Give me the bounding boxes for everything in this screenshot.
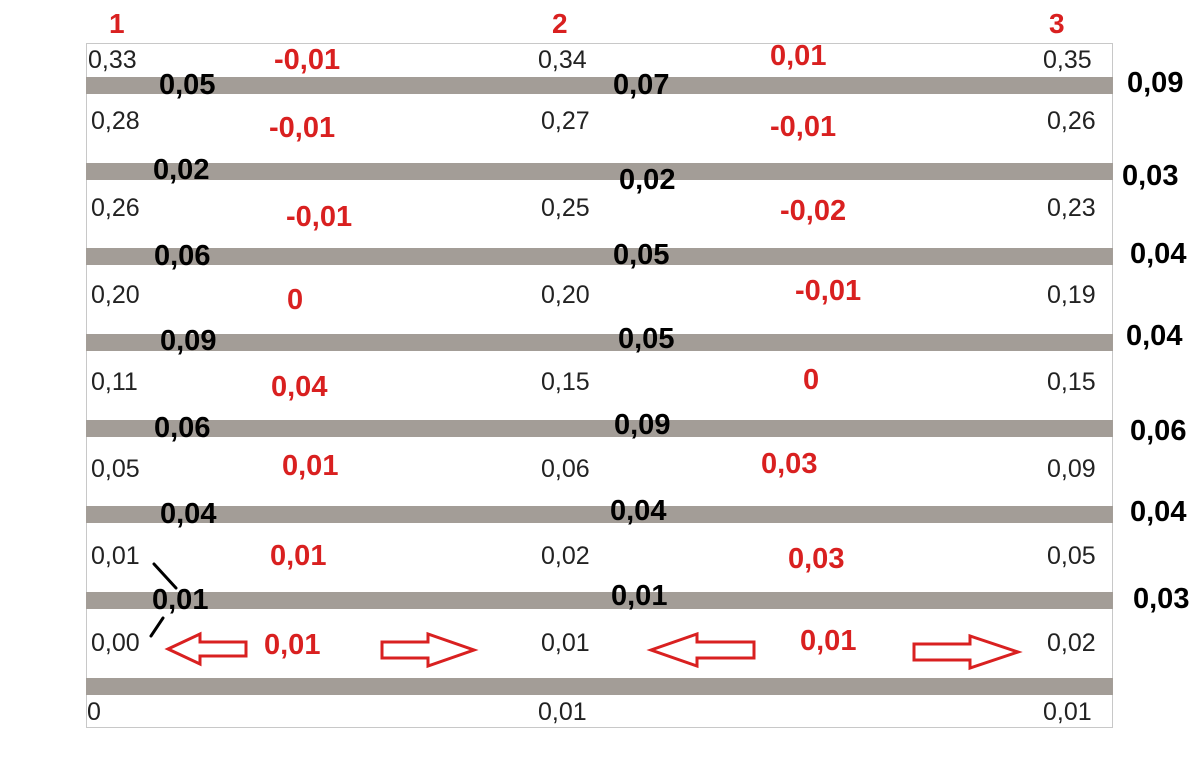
band-value-b6-c1: 0,04 [160, 498, 217, 530]
band-5 [86, 420, 1113, 437]
difference-r7-g2: 0,03 [788, 543, 845, 575]
difference-r3-g2: -0,02 [780, 195, 847, 227]
difference-r3-g1: -0,01 [286, 201, 353, 233]
value-r3-c1: 0,26 [91, 194, 140, 222]
value-r2-c2: 0,27 [541, 107, 590, 135]
value-r5-c1: 0,11 [91, 368, 138, 396]
band-value-b5-c1: 0,06 [154, 412, 211, 444]
band-6 [86, 506, 1113, 523]
value-r4-c2: 0,20 [541, 281, 590, 309]
value-r7-c3: 0,05 [1047, 542, 1096, 570]
difference-r5-g1: 0,04 [271, 371, 328, 403]
value-r4-c3: 0,19 [1047, 281, 1096, 309]
column-label-3: 3 [1049, 8, 1065, 39]
difference-r5-g2: 0 [803, 364, 820, 396]
band-8 [86, 678, 1113, 695]
value-r2-c1: 0,28 [91, 107, 140, 135]
difference-r4-g1: 0 [287, 284, 304, 316]
value-r2-c3: 0,26 [1047, 107, 1096, 135]
value-r8-c3: 0,02 [1047, 629, 1096, 657]
difference-r1-g1: -0,01 [274, 44, 341, 76]
difference-r1-g2: 0,01 [770, 40, 827, 72]
value-r1-c1: 0,33 [88, 46, 137, 74]
band-value-b1-c2: 0,07 [613, 69, 670, 101]
band-value-b7-c3: 0,03 [1133, 583, 1190, 615]
value-r7-c2: 0,02 [541, 542, 590, 570]
value-r8-c2: 0,01 [541, 629, 590, 657]
diagram-frame [86, 43, 1113, 728]
band-4 [86, 334, 1113, 351]
value-r5-c2: 0,15 [541, 368, 590, 396]
band-3 [86, 248, 1113, 265]
band-value-b5-c2: 0,09 [614, 409, 671, 441]
band-value-b1-c3: 0,09 [1127, 67, 1184, 99]
band-value-b3-c2: 0,05 [613, 239, 670, 271]
band-value-b7-c1: 0,01 [152, 584, 209, 616]
band-value-b1-c1: 0,05 [159, 69, 216, 101]
band-value-b3-c3: 0,04 [1130, 238, 1187, 270]
difference-r7-g1: 0,01 [270, 540, 327, 572]
difference-r8-g1: 0,01 [264, 629, 321, 661]
value-r6-c2: 0,06 [541, 455, 590, 483]
value-r8-c1: 0,00 [91, 629, 140, 657]
value-r1-c2: 0,34 [538, 46, 587, 74]
value-r9-c3: 0,01 [1043, 698, 1092, 726]
difference-r2-g1: -0,01 [269, 112, 336, 144]
band-value-b4-c2: 0,05 [618, 323, 675, 355]
difference-r8-g2: 0,01 [800, 625, 857, 657]
band-value-b7-c2: 0,01 [611, 580, 668, 612]
value-r7-c1: 0,01 [91, 542, 140, 570]
value-r5-c3: 0,15 [1047, 368, 1096, 396]
value-r9-c2: 0,01 [538, 698, 587, 726]
difference-r6-g2: 0,03 [761, 448, 818, 480]
value-r3-c2: 0,25 [541, 194, 590, 222]
band-value-b2-c2: 0,02 [619, 164, 676, 196]
difference-r6-g1: 0,01 [282, 450, 339, 482]
value-r6-c1: 0,05 [91, 455, 140, 483]
band-value-b2-c1: 0,02 [153, 154, 210, 186]
band-value-b4-c1: 0,09 [160, 325, 217, 357]
band-1 [86, 77, 1113, 94]
band-value-b5-c3: 0,06 [1130, 415, 1187, 447]
value-r9-c1: 0 [87, 698, 101, 726]
band-value-b6-c2: 0,04 [610, 495, 667, 527]
value-r6-c3: 0,09 [1047, 455, 1096, 483]
difference-r2-g2: -0,01 [770, 111, 837, 143]
band-value-b6-c3: 0,04 [1130, 496, 1187, 528]
value-r3-c3: 0,23 [1047, 194, 1096, 222]
band-value-b4-c3: 0,04 [1126, 320, 1183, 352]
column-label-1: 1 [109, 8, 125, 39]
band-7 [86, 592, 1113, 609]
band-2 [86, 163, 1113, 180]
band-value-b2-c3: 0,03 [1122, 160, 1179, 192]
value-r4-c1: 0,20 [91, 281, 140, 309]
column-label-2: 2 [552, 8, 568, 39]
value-r1-c3: 0,35 [1043, 46, 1092, 74]
difference-r4-g2: -0,01 [795, 275, 862, 307]
band-value-b3-c1: 0,06 [154, 240, 211, 272]
